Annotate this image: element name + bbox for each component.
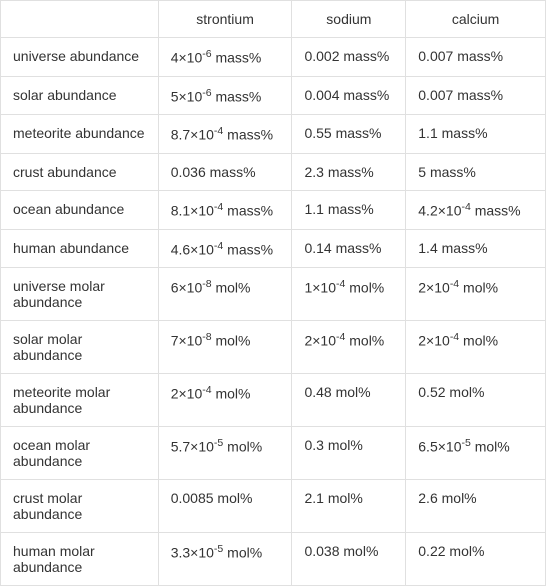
table-row: crust abundance0.036 mass%2.3 mass%5 mas… <box>1 153 546 190</box>
cell-sodium: 0.038 mol% <box>292 533 406 586</box>
table-row: human molar abundance3.3×10-5 mol%0.038 … <box>1 533 546 586</box>
cell-sodium: 1.1 mass% <box>292 190 406 229</box>
table-header-row: strontium sodium calcium <box>1 1 546 38</box>
cell-sodium: 1×10-4 mol% <box>292 268 406 321</box>
table-row: meteorite abundance8.7×10-4 mass%0.55 ma… <box>1 115 546 154</box>
row-label: human abundance <box>1 229 159 268</box>
cell-sodium: 0.55 mass% <box>292 115 406 154</box>
header-sodium: sodium <box>292 1 406 38</box>
table-row: solar abundance5×10-6 mass%0.004 mass%0.… <box>1 76 546 115</box>
cell-calcium: 5 mass% <box>406 153 546 190</box>
cell-strontium: 5×10-6 mass% <box>158 76 292 115</box>
row-label: meteorite abundance <box>1 115 159 154</box>
table-row: ocean abundance8.1×10-4 mass%1.1 mass%4.… <box>1 190 546 229</box>
table-row: ocean molar abundance5.7×10-5 mol%0.3 mo… <box>1 427 546 480</box>
cell-sodium: 0.48 mol% <box>292 374 406 427</box>
cell-strontium: 7×10-8 mol% <box>158 321 292 374</box>
cell-strontium: 3.3×10-5 mol% <box>158 533 292 586</box>
row-label: ocean molar abundance <box>1 427 159 480</box>
cell-calcium: 0.22 mol% <box>406 533 546 586</box>
cell-calcium: 0.007 mass% <box>406 76 546 115</box>
cell-sodium: 2.1 mol% <box>292 480 406 533</box>
cell-calcium: 2.6 mol% <box>406 480 546 533</box>
table-body: universe abundance4×10-6 mass%0.002 mass… <box>1 38 546 586</box>
row-label: solar molar abundance <box>1 321 159 374</box>
cell-calcium: 2×10-4 mol% <box>406 268 546 321</box>
cell-strontium: 2×10-4 mol% <box>158 374 292 427</box>
cell-sodium: 0.004 mass% <box>292 76 406 115</box>
header-strontium: strontium <box>158 1 292 38</box>
cell-calcium: 2×10-4 mol% <box>406 321 546 374</box>
cell-sodium: 2.3 mass% <box>292 153 406 190</box>
cell-strontium: 0.036 mass% <box>158 153 292 190</box>
cell-sodium: 0.002 mass% <box>292 38 406 77</box>
cell-calcium: 1.1 mass% <box>406 115 546 154</box>
abundance-table: strontium sodium calcium universe abunda… <box>0 0 546 586</box>
row-label: ocean abundance <box>1 190 159 229</box>
cell-strontium: 8.7×10-4 mass% <box>158 115 292 154</box>
row-label: meteorite molar abundance <box>1 374 159 427</box>
cell-calcium: 4.2×10-4 mass% <box>406 190 546 229</box>
row-label: crust abundance <box>1 153 159 190</box>
cell-strontium: 8.1×10-4 mass% <box>158 190 292 229</box>
table-row: human abundance4.6×10-4 mass%0.14 mass%1… <box>1 229 546 268</box>
cell-strontium: 5.7×10-5 mol% <box>158 427 292 480</box>
header-calcium: calcium <box>406 1 546 38</box>
cell-strontium: 4×10-6 mass% <box>158 38 292 77</box>
row-label: universe molar abundance <box>1 268 159 321</box>
cell-calcium: 6.5×10-5 mol% <box>406 427 546 480</box>
table-row: meteorite molar abundance2×10-4 mol%0.48… <box>1 374 546 427</box>
cell-strontium: 4.6×10-4 mass% <box>158 229 292 268</box>
row-label: solar abundance <box>1 76 159 115</box>
header-empty <box>1 1 159 38</box>
cell-strontium: 0.0085 mol% <box>158 480 292 533</box>
cell-sodium: 0.3 mol% <box>292 427 406 480</box>
cell-sodium: 2×10-4 mol% <box>292 321 406 374</box>
cell-calcium: 0.007 mass% <box>406 38 546 77</box>
table-row: crust molar abundance0.0085 mol%2.1 mol%… <box>1 480 546 533</box>
cell-calcium: 0.52 mol% <box>406 374 546 427</box>
row-label: crust molar abundance <box>1 480 159 533</box>
cell-sodium: 0.14 mass% <box>292 229 406 268</box>
cell-calcium: 1.4 mass% <box>406 229 546 268</box>
table-row: solar molar abundance7×10-8 mol%2×10-4 m… <box>1 321 546 374</box>
table-row: universe molar abundance6×10-8 mol%1×10-… <box>1 268 546 321</box>
row-label: human molar abundance <box>1 533 159 586</box>
row-label: universe abundance <box>1 38 159 77</box>
cell-strontium: 6×10-8 mol% <box>158 268 292 321</box>
table-row: universe abundance4×10-6 mass%0.002 mass… <box>1 38 546 77</box>
